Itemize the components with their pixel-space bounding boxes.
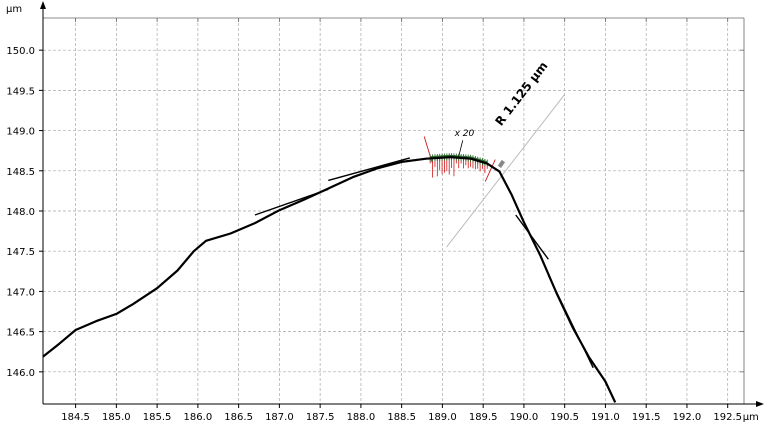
profile-series — [42, 156, 617, 403]
y-tick-label: 146.0 — [6, 368, 35, 379]
annotations: R 1.125 µm x 20 — [454, 59, 551, 139]
radius-marker — [497, 159, 506, 168]
y-tick-label: 150.0 — [6, 46, 35, 57]
y-tick-label: 148.5 — [6, 167, 35, 178]
x-tick-label: 184.5 — [61, 412, 90, 423]
x-tick-label: 187.5 — [306, 412, 335, 423]
fit-bound-right — [484, 159, 496, 182]
x-tick-label: 192.5 — [713, 412, 742, 423]
radius-axis-line — [446, 94, 566, 248]
x-unit-label: µm — [743, 412, 759, 423]
axes: µm — [6, 1, 764, 407]
magnification-leader — [458, 140, 464, 157]
y-tick-label: 149.5 — [6, 86, 35, 97]
x-tick-label: 185.5 — [143, 412, 172, 423]
x-tick-label: 191.5 — [632, 412, 661, 423]
y-axis-arrow — [40, 1, 46, 9]
x-tick-label: 187.0 — [265, 412, 294, 423]
y-tick-labels: 146.0 146.5 147.0 147.5 148.0 148.5 149.0 149.5… — [6, 46, 43, 379]
x-tick-label: 190.5 — [550, 412, 579, 423]
x-axis-arrow — [756, 401, 764, 407]
x-tick-label: 189.5 — [469, 412, 498, 423]
x-tick-label: 189.0 — [428, 412, 457, 423]
y-unit-label: µm — [6, 4, 22, 15]
x-tick-label: 191.0 — [591, 412, 620, 423]
x-tick-label: 186.0 — [184, 412, 213, 423]
x-tick-label: 185.0 — [102, 412, 131, 423]
fit-segment — [547, 275, 594, 369]
y-tick-label: 148.0 — [6, 207, 35, 218]
fit-segment — [254, 188, 329, 216]
x-tick-label: 192.0 — [673, 412, 702, 423]
magnification-label: x 20 — [454, 129, 475, 139]
radius-label: R 1.125 µm — [492, 59, 550, 128]
y-tick-label: 147.5 — [6, 247, 35, 258]
fit-segment — [515, 214, 549, 260]
profile-line — [42, 156, 617, 403]
x-tick-labels: 184.5 185.0 185.5 186.0 186.5 187.0 187.5 188.0… — [61, 404, 759, 423]
y-tick-label: 147.0 — [6, 287, 35, 298]
fit-segment — [328, 157, 410, 182]
x-tick-label: 188.5 — [387, 412, 416, 423]
x-tick-label: 188.0 — [347, 412, 376, 423]
y-tick-label: 146.5 — [6, 328, 35, 339]
x-tick-label: 190.0 — [510, 412, 539, 423]
x-tick-label: 186.5 — [224, 412, 253, 423]
y-tick-label: 149.0 — [6, 127, 35, 138]
grid-lines — [43, 17, 745, 404]
